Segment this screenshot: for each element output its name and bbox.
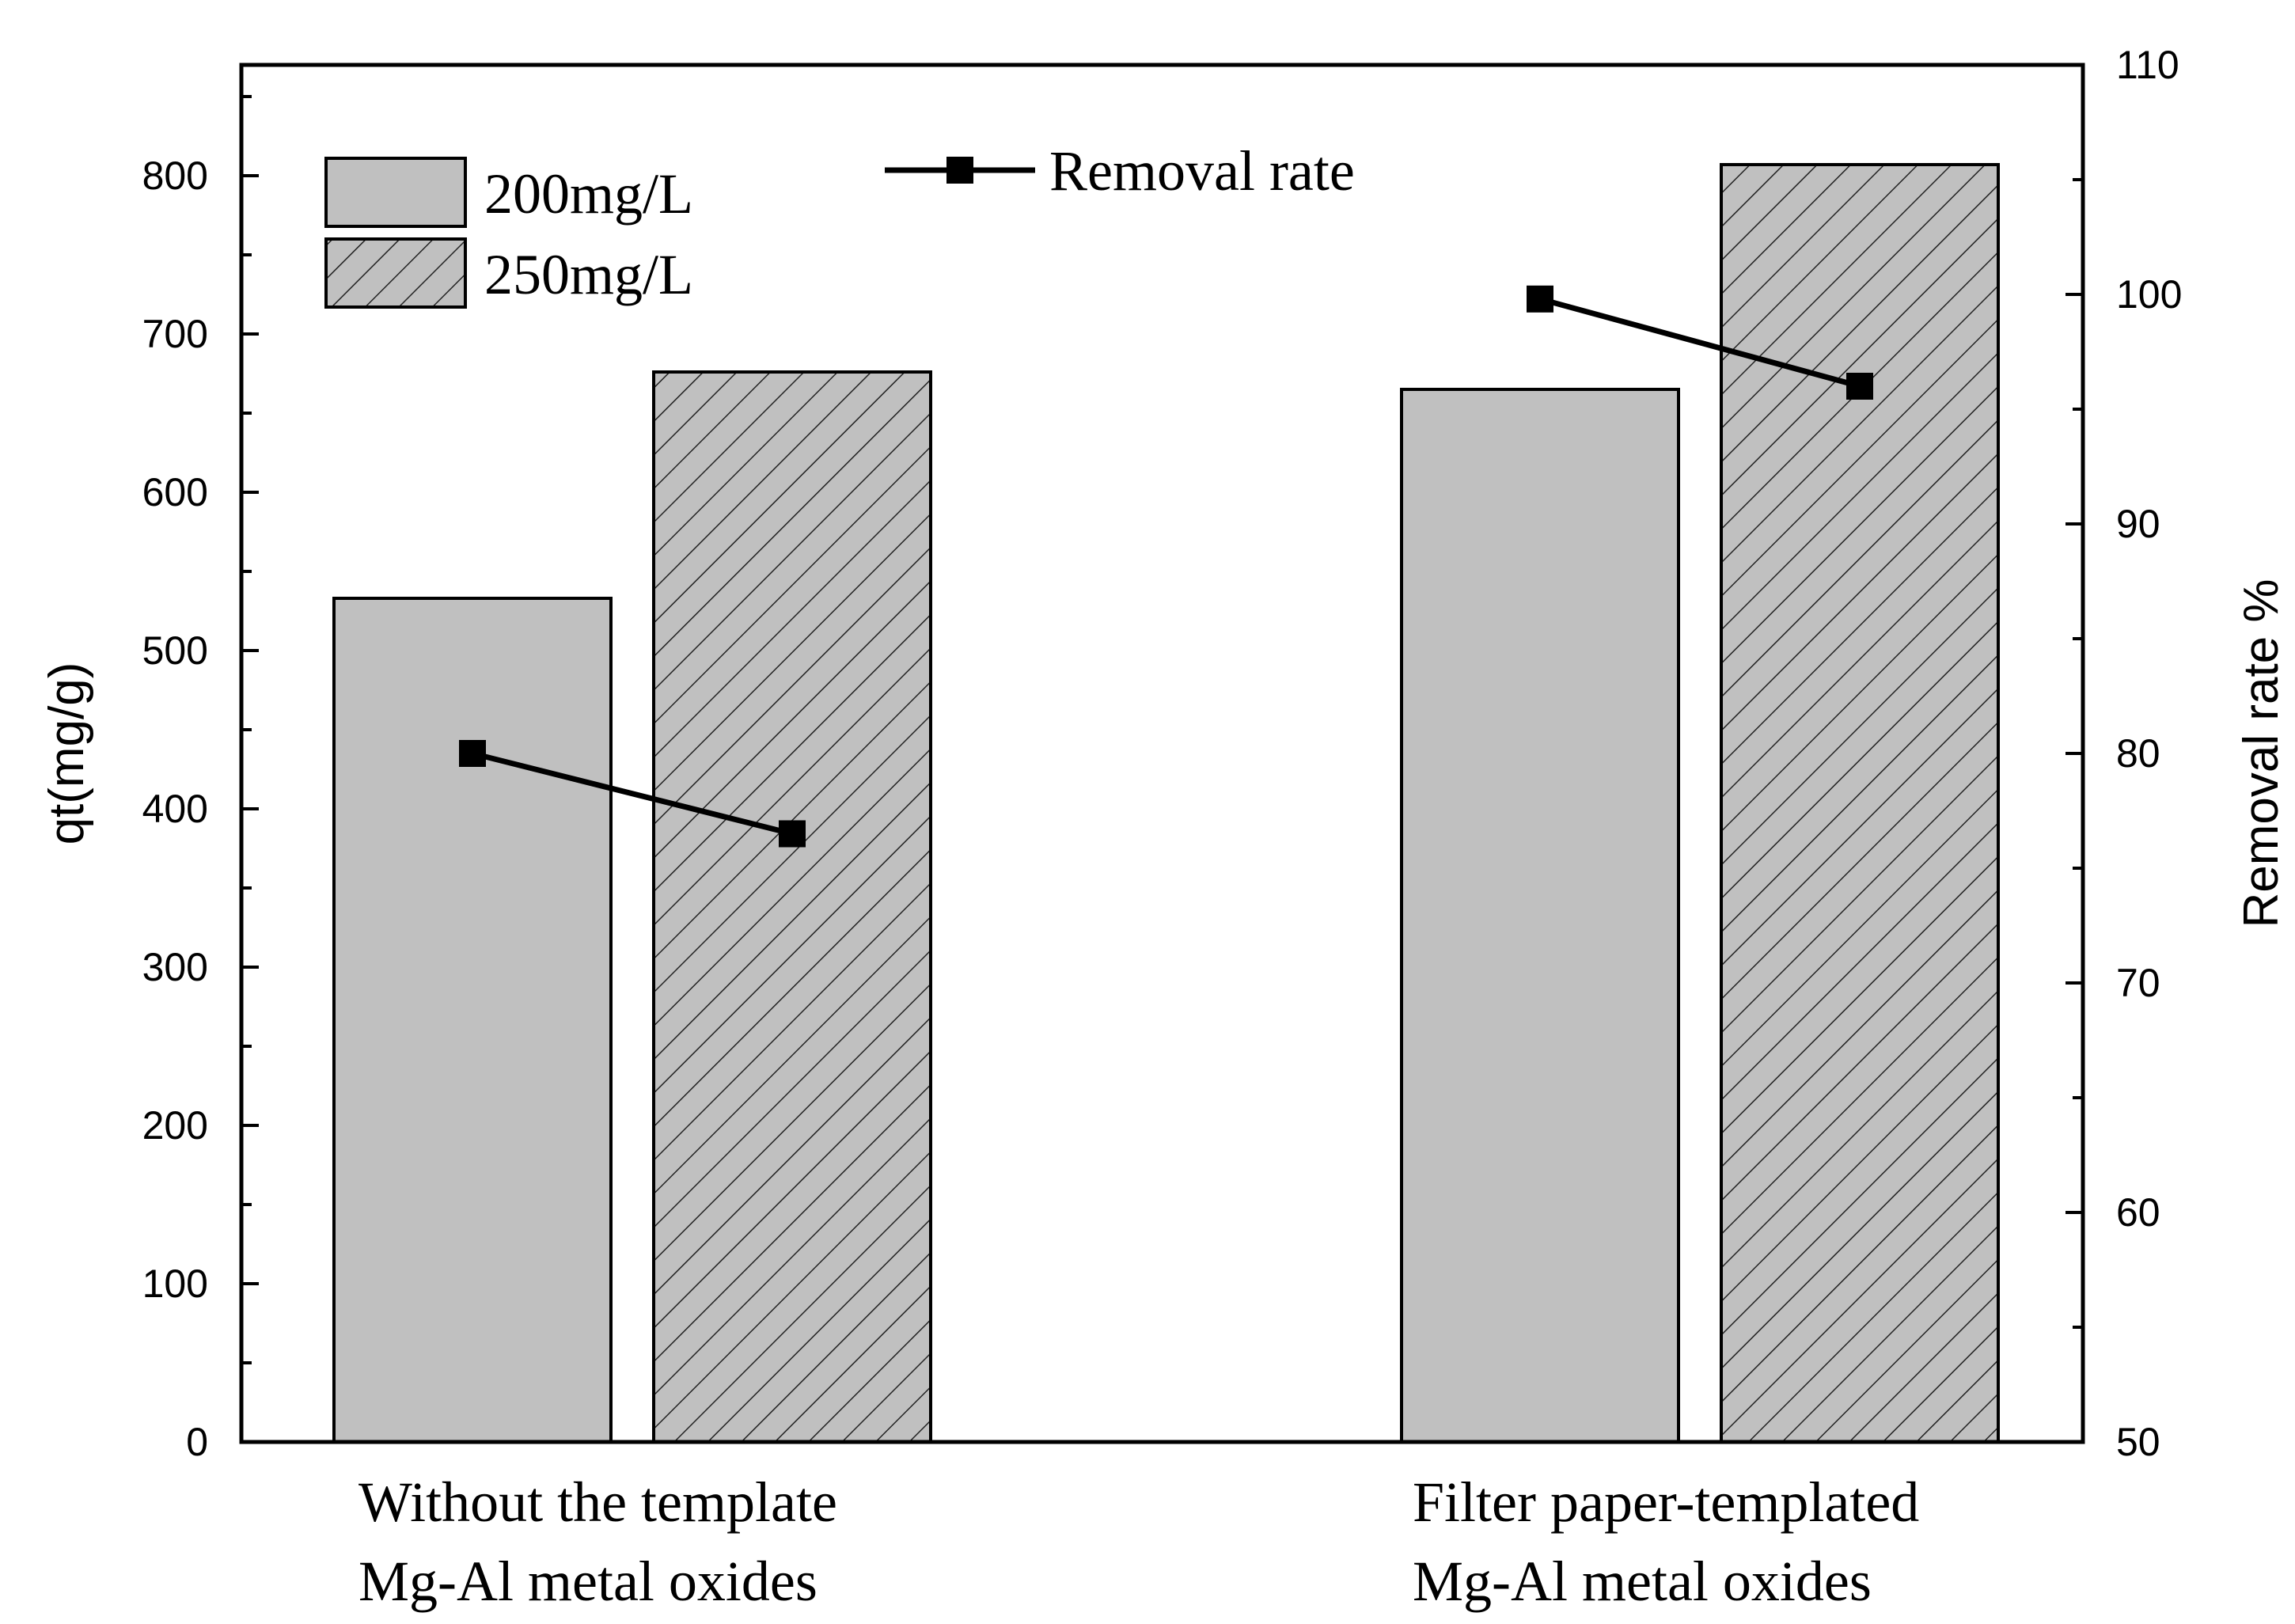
legend-label-removal-rate: Removal rate [1049,139,1355,203]
left-tick-label: 600 [142,470,208,514]
right-tick-label: 90 [2116,502,2160,546]
left-tick-label: 400 [142,787,208,831]
left-tick-label: 300 [142,945,208,989]
category-label-1-line-1: Without the template [358,1470,837,1534]
legend: 200mg/L 250mg/L Removal rate [324,139,1355,309]
left-tick-label: 700 [142,312,208,356]
category-label-1-line-2: Mg-Al metal oxides [358,1550,817,1613]
removal-rate-line-2 [1539,296,1861,389]
left-tick-label: 500 [142,628,208,673]
bars-layer [332,163,2000,1444]
bar-2-1 [1400,388,1680,1444]
removal-rate-marker-2-1 [1527,285,1553,313]
legend-label-2: 250mg/L [484,243,693,306]
axes-layer: 0 100 200 300 400 500 600 700 800 50 60 70 80 90 100 11… [40,43,2289,1613]
legend-swatch-1 [324,157,467,228]
right-tick-label: 110 [2116,43,2179,87]
legend-line-marker [946,157,973,184]
left-tick-label: 200 [142,1103,208,1148]
left-axis-title: qt(mg/g) [40,662,94,845]
bar-2-2 [1720,163,2000,1444]
left-tick-label: 0 [186,1420,208,1464]
bar-1-1 [332,597,613,1444]
right-tick-label: 100 [2116,272,2182,317]
right-tick-label: 80 [2116,731,2160,776]
removal-rate-marker-1-2 [779,820,806,848]
bar-1-2 [652,370,932,1444]
right-tick-label: 60 [2116,1190,2160,1235]
left-tick-label: 800 [142,154,208,198]
left-tick-label: 100 [142,1262,208,1306]
legend-label-1: 200mg/L [484,162,693,226]
category-label-2-line-2: Mg-Al metal oxides [1413,1550,1872,1613]
category-label-2-line-1: Filter paper-templated [1413,1470,1919,1534]
removal-rate-layer [459,285,1873,848]
removal-rate-line-1 [472,750,793,837]
legend-swatch-2 [324,237,467,309]
right-tick-label: 50 [2116,1420,2160,1464]
removal-rate-marker-2-2 [1846,373,1873,400]
right-axis-title: Removal rate % [2234,579,2289,928]
removal-rate-marker-1-1 [459,740,486,767]
right-tick-label: 70 [2116,961,2160,1005]
